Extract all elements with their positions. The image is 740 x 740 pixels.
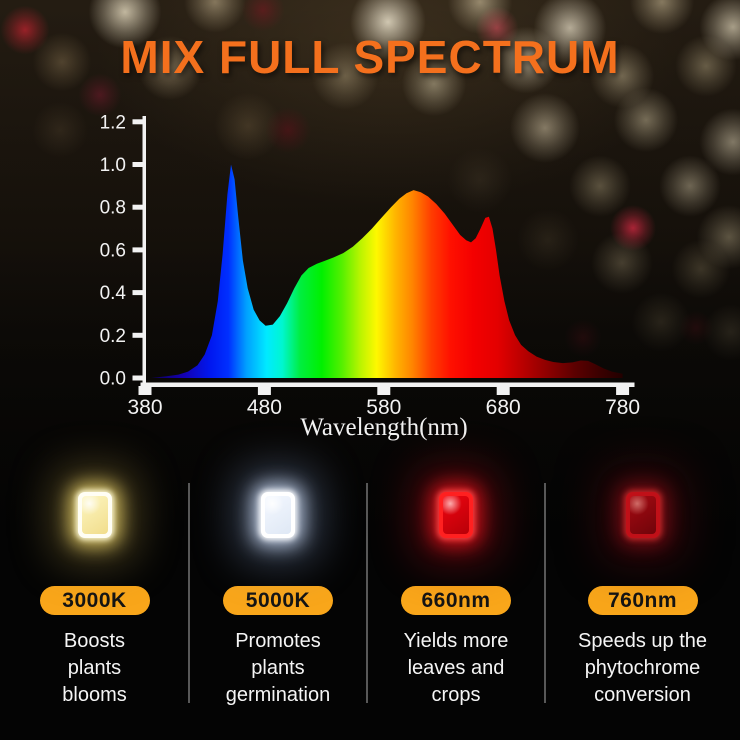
svg-text:680: 680	[486, 396, 521, 419]
led-chip-body	[77, 492, 112, 538]
warm-white-led-chip	[60, 480, 130, 550]
svg-text:1.0: 1.0	[100, 155, 126, 176]
led-column-3000k: 3000K Boosts plants blooms	[0, 478, 189, 740]
led-chip-die	[265, 496, 291, 534]
svg-text:0.2: 0.2	[100, 326, 126, 347]
led-chip-die	[81, 496, 108, 534]
benefit-text: Yields more leaves and crops	[403, 630, 509, 706]
svg-text:480: 480	[247, 396, 282, 419]
led-chip-body	[625, 492, 660, 538]
deep-red-760nm-led-chip	[608, 480, 678, 550]
led-column-760nm: 760nm Speeds up the phytochrome conversi…	[544, 478, 740, 740]
svg-text:1.2: 1.2	[100, 112, 126, 133]
led-chip-body	[439, 492, 473, 538]
red-660nm-led-chip	[421, 480, 491, 550]
benefit-text: Boosts plants blooms	[62, 630, 127, 706]
svg-text:580: 580	[366, 396, 401, 419]
cool-white-led-chip	[243, 480, 313, 550]
svg-text:380: 380	[127, 396, 162, 419]
wavelength-badge: 760nm	[587, 586, 698, 615]
svg-text:0.4: 0.4	[100, 283, 127, 304]
poster-title: MIX FULL SPECTRUM	[120, 31, 620, 83]
spectrum-chart: 0.0 0.2 0.4 0.6 0.8 1.0 1.2 380 480 580 680 780 Wave…	[100, 112, 641, 441]
benefit-text: Speeds up the phytochrome conversion	[578, 630, 707, 706]
svg-text:0.6: 0.6	[100, 240, 126, 261]
led-column-660nm: 660nm Yields more leaves and crops	[366, 478, 545, 740]
svg-text:Wavelength(nm): Wavelength(nm)	[300, 414, 467, 441]
wavelength-badge: 660nm	[401, 586, 511, 615]
led-chip-die	[443, 496, 469, 534]
svg-text:780: 780	[605, 396, 640, 419]
benefit-text: Promotes plants germination	[225, 630, 331, 706]
led-chip-die	[629, 496, 656, 534]
svg-text:0.8: 0.8	[100, 198, 126, 219]
color-temperature-badge: 5000K	[223, 586, 333, 615]
color-temperature-badge: 3000K	[39, 586, 150, 615]
led-columns: 3000K Boosts plants blooms 5000K Promote…	[0, 478, 740, 740]
led-column-5000k: 5000K Promotes plants germination	[188, 478, 367, 740]
svg-text:0.0: 0.0	[100, 369, 126, 390]
led-chip-body	[261, 492, 295, 538]
